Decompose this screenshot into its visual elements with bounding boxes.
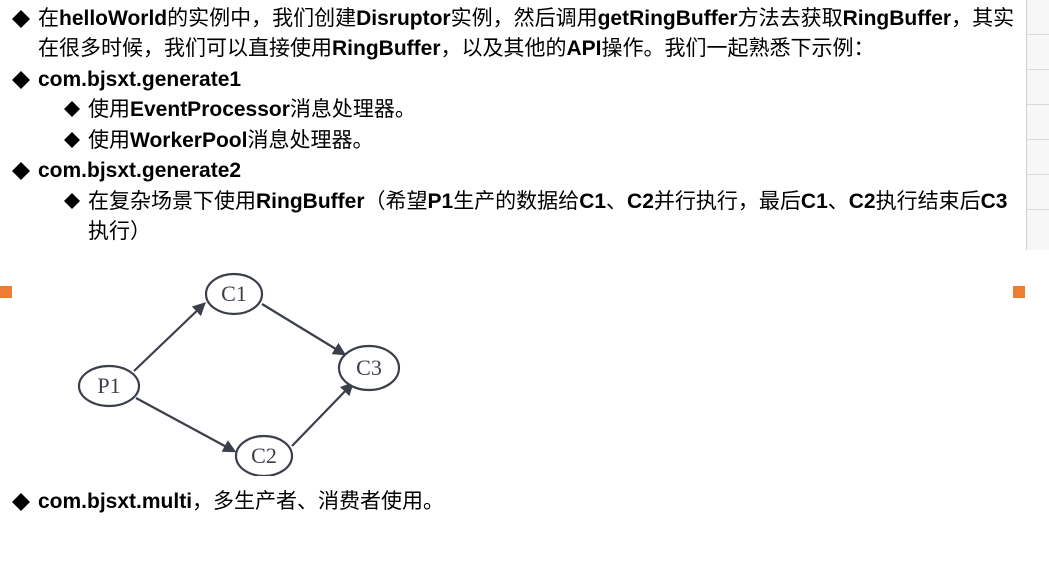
bullet-2a-text: 使用EventProcessor消息处理器。 (88, 95, 1016, 125)
selection-handle-left (0, 286, 12, 298)
diamond-icon (64, 101, 80, 117)
side-toolbar-stub (1026, 0, 1049, 250)
bullet-1-text: 在helloWorld的实例中，我们创建Disruptor实例，然后调用getR… (38, 4, 1016, 65)
bullet-3: com.bjsxt.generate2 (12, 156, 1016, 186)
bullet-2-text: com.bjsxt.generate1 (38, 65, 1016, 95)
node-label-C1: C1 (221, 281, 247, 306)
bullet-2: com.bjsxt.generate1 (12, 65, 1016, 95)
bullet-3-text: com.bjsxt.generate2 (38, 156, 1016, 186)
diamond-icon (12, 162, 30, 180)
bullet-2a: 使用EventProcessor消息处理器。 (64, 95, 1016, 125)
diamond-icon (12, 71, 30, 89)
bullet-3a-text: 在复杂场景下使用RingBuffer（希望P1生产的数据给C1、C2并行执行，最… (88, 187, 1016, 248)
flow-diagram-svg: P1 C1 C2 C3 (44, 256, 404, 476)
bullet-3a: 在复杂场景下使用RingBuffer（希望P1生产的数据给C1、C2并行执行，最… (64, 187, 1016, 248)
diamond-icon (64, 193, 80, 209)
edge-C1-C3 (262, 304, 344, 354)
bullet-4-text: com.bjsxt.multi，多生产者、消费者使用。 (38, 487, 1016, 517)
slide-content: 在helloWorld的实例中，我们创建Disruptor实例，然后调用getR… (0, 0, 1026, 521)
diamond-icon (12, 10, 30, 28)
selection-handle-right (1013, 286, 1025, 298)
node-label-C2: C2 (251, 443, 277, 468)
bullet-4: com.bjsxt.multi，多生产者、消费者使用。 (12, 487, 1016, 517)
diamond-icon (12, 493, 30, 511)
edge-P1-C2 (136, 398, 234, 451)
edge-C2-C3 (292, 384, 352, 446)
bullet-2b-text: 使用WorkerPool消息处理器。 (88, 126, 1016, 156)
diamond-icon (64, 132, 80, 148)
edge-P1-C1 (134, 304, 204, 371)
node-label-C3: C3 (356, 355, 382, 380)
flow-diagram: P1 C1 C2 C3 (44, 256, 1016, 485)
node-label-P1: P1 (97, 373, 120, 398)
bullet-2b: 使用WorkerPool消息处理器。 (64, 126, 1016, 156)
bullet-1: 在helloWorld的实例中，我们创建Disruptor实例，然后调用getR… (12, 4, 1016, 65)
